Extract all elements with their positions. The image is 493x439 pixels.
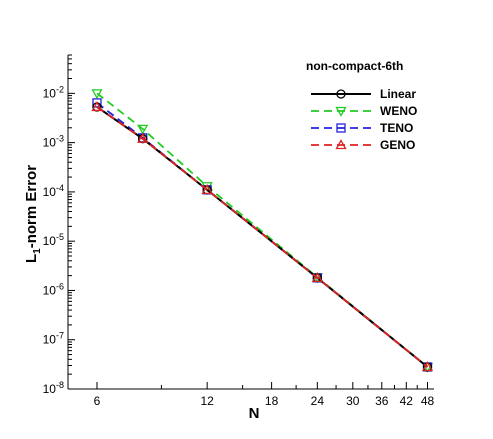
y-axis-title-main: L — [23, 254, 40, 263]
plot-frame — [67, 55, 434, 390]
y-tick-label: 10-2 — [43, 84, 64, 100]
y-tick-label: 10-8 — [43, 380, 64, 396]
y-tick-label: 10-5 — [43, 232, 64, 248]
legend-entry-teno: TENO — [311, 121, 413, 135]
data-point-geno — [137, 132, 149, 143]
legend-entry-weno: WENO — [311, 104, 417, 118]
data-point-geno — [201, 184, 213, 195]
y-axis-title-subscript: 1 — [32, 248, 43, 254]
y-tick-label: 10-4 — [43, 183, 64, 199]
legend: non-compact-6th Linear WENO TENO GENO — [306, 59, 417, 152]
series-lines — [91, 89, 434, 373]
x-tick-label: 12 — [200, 394, 214, 408]
y-tick-label: 10-3 — [43, 134, 64, 150]
legend-marker-teno — [336, 123, 346, 133]
data-point-geno — [421, 361, 434, 372]
legend-label-geno: GENO — [380, 138, 415, 152]
x-axis-title: N — [249, 405, 260, 422]
legend-label-linear: Linear — [380, 87, 416, 101]
legend-marker-weno — [335, 106, 347, 117]
legend-marker-geno — [335, 139, 347, 150]
y-tick-label: 10-6 — [43, 281, 64, 297]
x-tick-label: 48 — [421, 394, 435, 408]
x-tick-label: 30 — [346, 394, 360, 408]
y-tick-label: 10-7 — [43, 331, 64, 347]
x-tick-label: 24 — [311, 394, 325, 408]
legend-entry-linear: Linear — [311, 87, 416, 101]
x-tick-label: 6 — [94, 394, 101, 408]
data-point-geno — [91, 101, 103, 112]
legend-label-weno: WENO — [380, 104, 417, 118]
data-point-weno — [137, 124, 149, 135]
axis-ticks: 6 12 18 24 30 36 42 48 10-8 10-7 10-6 10-5 10-4 10-3 1… — [43, 54, 435, 408]
legend-entry-geno: GENO — [311, 138, 415, 152]
y-axis-title: L1-norm Error — [23, 165, 43, 263]
series-geno — [91, 101, 434, 372]
x-tick-label: 18 — [265, 394, 279, 408]
data-point-weno — [91, 89, 103, 100]
data-point-teno — [92, 98, 102, 108]
series-line-geno — [96, 106, 429, 368]
data-point-geno — [311, 272, 323, 283]
legend-title: non-compact-6th — [306, 59, 403, 73]
legend-marker-linear — [336, 89, 346, 99]
x-tick-label: 36 — [375, 394, 389, 408]
x-tick-label: 42 — [400, 394, 414, 408]
y-axis-title-rest: -norm Error — [23, 165, 40, 249]
legend-label-teno: TENO — [380, 121, 413, 135]
